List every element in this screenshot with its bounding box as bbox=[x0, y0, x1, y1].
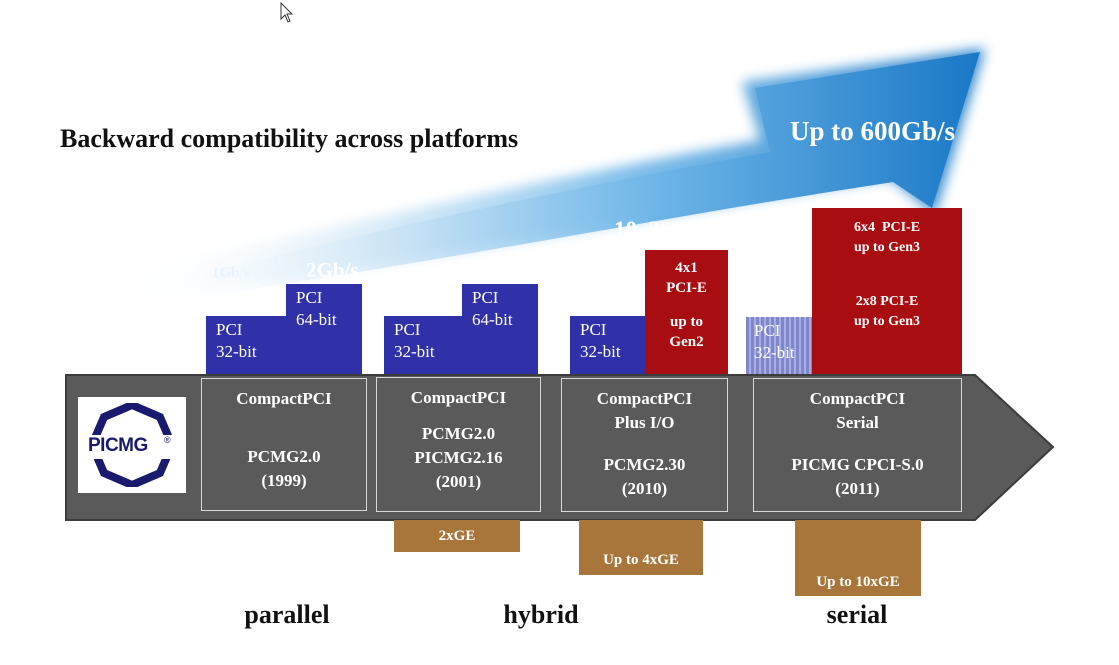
pci-32bit-box-hybrid: PCI 32-bit bbox=[384, 316, 464, 375]
pci-64bit-box-hybrid: PCI 64-bit bbox=[462, 284, 538, 375]
platform-compactpci-serial: CompactPCI Serial PICMG CPCI-S.0 (2011) bbox=[753, 378, 962, 512]
platform-compactpci: CompactPCI PCMG2.0 (1999) bbox=[201, 378, 367, 511]
speed-label-25gb: 10..25Gb/s bbox=[614, 217, 718, 242]
pcie-box-plusio: 4x1 PCI-E up to Gen2 bbox=[645, 250, 728, 375]
picmg-logo: PICMG ® bbox=[78, 397, 186, 493]
pci-32bit-box-plusio: PCI 32-bit bbox=[570, 316, 646, 375]
ethernet-box-hybrid: 2xGE bbox=[394, 520, 520, 552]
picmg-logo-registered: ® bbox=[164, 435, 171, 445]
pci-32bit-box-parallel: PCI 32-bit bbox=[206, 316, 288, 375]
picmg-logo-text: PICMG bbox=[88, 435, 148, 456]
speed-label-2gb-parallel: 2Gb/s bbox=[306, 258, 359, 282]
speed-label-1gb-hybrid: 1Gb/s bbox=[388, 265, 426, 281]
pci-64bit-box-parallel: PCI 64-bit bbox=[286, 284, 362, 375]
era-label-parallel: parallel bbox=[244, 600, 330, 629]
era-label-hybrid: hybrid bbox=[503, 600, 579, 629]
platform-compactpci-216: CompactPCI PCMG2.0 PICMG2.16 (2001) bbox=[376, 377, 541, 512]
ethernet-box-serial: Up to 10xGE bbox=[795, 520, 921, 596]
speed-label-1gb-parallel: 1Gb/s bbox=[212, 265, 250, 281]
pcie-box-serial: 6x4 PCI-E up to Gen3 2x8 PCI-E up to Gen… bbox=[812, 208, 962, 375]
era-label-serial: serial bbox=[826, 600, 888, 629]
cursor-icon bbox=[280, 2, 294, 23]
picmg-logo-text-bg bbox=[86, 435, 178, 459]
pci-32bit-box-serial: PCI 32-bit bbox=[746, 317, 812, 375]
platform-compactpci-plus-io: CompactPCI Plus I/O PCMG2.30 (2010) bbox=[561, 378, 728, 512]
picmg-logo-mark-icon bbox=[90, 403, 174, 487]
page-title: Backward compatibility across platforms bbox=[60, 124, 519, 153]
ethernet-box-plusio: Up to 4xGE bbox=[579, 520, 703, 575]
speed-label-2gb-hybrid: 2Gb/s bbox=[484, 258, 537, 282]
arrow-label: Up to 600Gb/s bbox=[790, 116, 956, 146]
